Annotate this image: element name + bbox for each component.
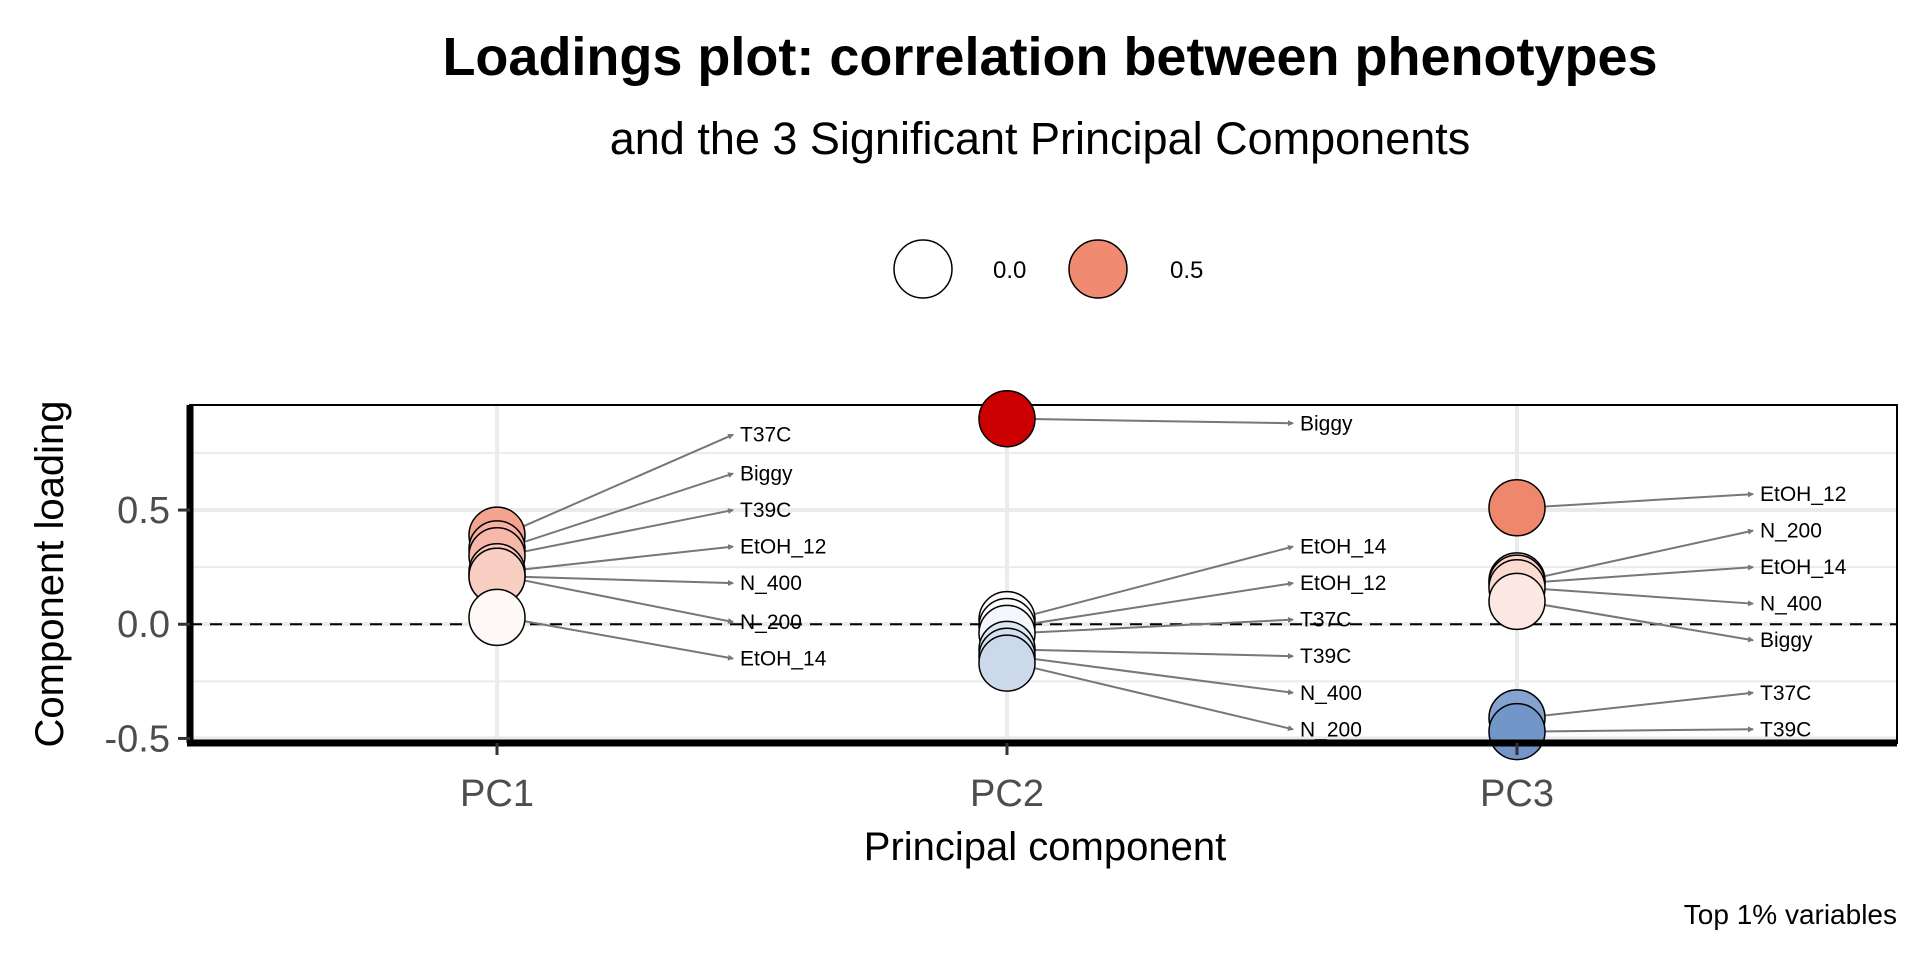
point-PC3-Biggy <box>1488 572 1546 631</box>
label-PC3-EtOH_12: EtOH_12 <box>1760 483 1846 506</box>
label-PC1-T37C: T37C <box>740 424 791 447</box>
label-PC3-T37C: T37C <box>1760 682 1811 705</box>
label-PC1-N_400: N_400 <box>740 572 802 595</box>
connector-PC1-N_200 <box>502 575 734 624</box>
label-PC3-T39C: T39C <box>1760 718 1811 741</box>
point-PC1-EtOH_14 <box>468 588 526 647</box>
connector-PC3-T37C <box>1522 690 1754 719</box>
variable-labels: T37C Biggy T39C EtOH_12 N_400 N_200 EtOH_14 Big… <box>740 412 1847 741</box>
label-PC1-EtOH_12: EtOH_12 <box>740 536 826 559</box>
label-PC3-EtOH_14: EtOH_14 <box>1760 556 1847 579</box>
legend-swatch-0 <box>893 239 953 299</box>
chart-title: Loadings plot: correlation between pheno… <box>442 27 1657 87</box>
label-connectors <box>502 417 1754 733</box>
legend-label-1: 0.5 <box>1170 257 1203 284</box>
label-PC2-N_400: N_400 <box>1300 682 1362 705</box>
x-tick-label-PC1: PC1 <box>460 773 534 815</box>
label-PC2-Biggy: Biggy <box>1300 412 1353 435</box>
loading-points <box>468 389 1546 761</box>
label-PC1-T39C: T39C <box>740 499 791 522</box>
legend-label-0: 0.0 <box>993 257 1026 284</box>
connector-PC3-Biggy <box>1522 600 1754 643</box>
connector-PC2-Biggy <box>1012 417 1294 427</box>
label-PC1-N_200: N_200 <box>740 611 802 634</box>
connector-PC2-EtOH_14 <box>1012 544 1294 621</box>
connector-PC2-N_400 <box>1012 655 1294 696</box>
label-PC1-Biggy: Biggy <box>740 463 793 486</box>
connector-PC1-T37C <box>502 433 734 537</box>
point-PC2-Biggy <box>978 389 1036 448</box>
label-PC2-N_200: N_200 <box>1300 718 1362 741</box>
label-PC2-EtOH_12: EtOH_12 <box>1300 572 1386 595</box>
connector-PC1-Biggy <box>502 472 734 550</box>
point-PC3-EtOH_12 <box>1488 479 1546 537</box>
connector-PC2-EtOH_12 <box>1012 580 1294 628</box>
connector-PC1-T39C <box>502 508 734 557</box>
label-PC1-EtOH_14: EtOH_14 <box>740 648 827 671</box>
label-PC2-EtOH_14: EtOH_14 <box>1300 536 1387 559</box>
label-PC3-N_400: N_400 <box>1760 593 1822 616</box>
connector-PC1-EtOH_14 <box>502 616 734 661</box>
y-tick-label-0: -0.5 <box>105 718 170 760</box>
label-PC2-T37C: T37C <box>1300 609 1351 632</box>
y-tick-label-2: 0.5 <box>117 490 170 532</box>
connector-PC3-EtOH_14 <box>1522 564 1754 585</box>
label-PC3-Biggy: Biggy <box>1760 629 1813 652</box>
connector-PC3-N_400 <box>1522 586 1754 607</box>
x-axis-title: Principal component <box>864 825 1226 869</box>
label-PC2-T39C: T39C <box>1300 645 1351 668</box>
connector-PC2-T37C <box>1012 616 1294 635</box>
connector-PC3-EtOH_12 <box>1522 491 1754 509</box>
connector-PC3-T39C <box>1522 726 1754 733</box>
y-axis-title: Component loading <box>28 401 72 748</box>
legend: 0.0 0.5 <box>893 239 1203 299</box>
connector-PC2-N_200 <box>1012 662 1294 732</box>
y-tick-label-1: 0.0 <box>117 604 170 646</box>
connector-PC2-T39C <box>1012 648 1294 660</box>
x-tick-label-PC2: PC2 <box>970 773 1044 815</box>
axes: -0.5 0.0 0.5 PC1 PC2 PC3 <box>105 405 1897 815</box>
chart-caption: Top 1% variables <box>1684 899 1897 930</box>
connector-PC3-N_200 <box>1522 528 1754 582</box>
connector-PC1-N_400 <box>502 575 734 586</box>
label-PC3-N_200: N_200 <box>1760 520 1822 543</box>
chart-subtitle: and the 3 Significant Principal Componen… <box>610 113 1471 164</box>
connector-PC1-EtOH_12 <box>502 544 734 573</box>
x-tick-label-PC3: PC3 <box>1480 773 1554 815</box>
legend-swatch-1 <box>1068 239 1128 299</box>
point-PC2-N_200 <box>978 634 1036 692</box>
